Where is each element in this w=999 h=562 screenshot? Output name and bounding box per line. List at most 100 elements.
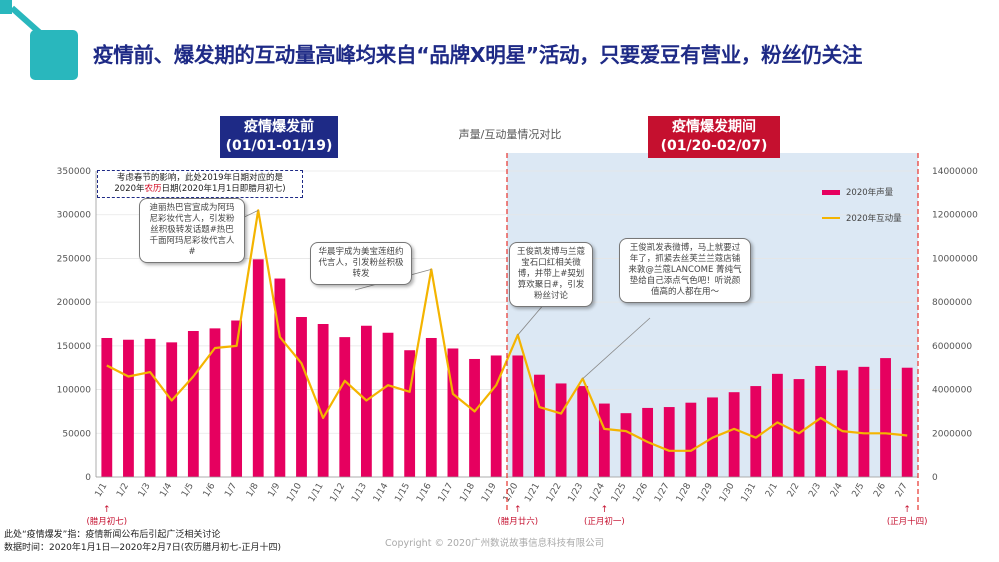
bar-volume-1-7 [231,320,243,477]
bar-volume-1-17 [447,348,459,477]
left-tick-label: 250000 [57,254,92,264]
footnote-definition: 此处“疫情爆发”指：疫情新闻公布后引起广泛相关讨论 [4,530,221,540]
lunar-note-line1: 考虑春节的影响，此处2019年日期对应的是 [116,173,284,183]
x-tick-label-1-21: 1/21 [523,482,542,505]
x-tick-label-1-24: 1/24 [588,481,607,504]
x-tick-label-1-9: 1/9 [267,481,283,499]
phase-before-title: 疫情爆发前 [244,119,314,135]
footnote-date-range: 数据时间：2020年1月1日—2020年2月7日(农历腊月初七-正月十四) [4,543,281,553]
left-tick-label: 150000 [57,342,92,352]
lunar-marker-arrow: ↑ [601,505,609,515]
legend-interaction-label: 2020年互动量 [846,214,902,224]
bar-volume-1-4 [166,342,178,477]
x-tick-label-1-29: 1/29 [696,481,715,504]
bar-volume-1-21 [534,374,545,477]
bar-volume-1-28 [685,402,697,477]
lunar-marker-arrow: ↑ [103,505,111,515]
x-tick-label-1-18: 1/18 [458,481,477,504]
right-tick-label: 0 [932,473,938,483]
bar-volume-1-2 [123,339,134,477]
bar-volume-1-20 [512,355,524,477]
callout-bubble-4: 王俊凯发表微博，马上就要过年了，抓紧去丝芙兰兰蔻店铺来敦@兰蔻LANCOME 菁… [619,238,751,303]
x-tick-label-2-7: 2/7 [894,482,910,500]
lunar-marker-label: (正月初一) [584,516,625,527]
x-tick-label-1-8: 1/8 [245,481,261,499]
x-tick-label-1-4: 1/4 [158,481,174,499]
legend-volume-label: 2020年声量 [846,188,894,198]
page-title: 疫情前、爆发期的互动量高峰均来自“品牌X明星”活动，只要爱豆有营业，粉丝仍关注 [93,43,863,67]
bar-volume-1-5 [187,330,199,477]
line-interaction [106,209,908,452]
x-tick-label-1-30: 1/30 [718,481,737,504]
bar-volume-2-6 [880,358,891,477]
bar-volume-1-8 [252,259,264,477]
left-tick-label: 50000 [62,429,91,439]
x-tick-label-2-2: 2/2 [786,482,802,500]
right-tick-label: 4000000 [932,386,972,396]
callout-bubble-2: 华晨宇成为美宝莲纽约代言人，引发粉丝积极转发 [310,242,412,285]
bar-volume-1-6 [209,328,221,477]
phase-after-range: (01/20-02/07) [660,138,768,154]
x-tick-label-1-16: 1/16 [415,481,434,504]
x-tick-label-2-5: 2/5 [851,482,867,500]
x-tick-label-1-25: 1/25 [610,482,629,505]
copyright: Copyright © 2020广州数说故事信息科技有限公司 [385,538,605,549]
bar-volume-2-2 [793,379,805,477]
x-tick-label-1-14: 1/14 [372,481,391,504]
bar-volume-1-9 [274,278,286,477]
right-tick-label: 6000000 [932,342,972,352]
lunar-marker-label: (正月十四) [887,516,928,527]
x-tick-label-1-2: 1/2 [115,482,131,500]
x-tick-label-2-1: 2/1 [764,482,780,500]
bar-volume-2-1 [771,373,783,477]
x-tick-label-1-12: 1/12 [329,482,348,505]
x-tick-label-1-31: 1/31 [740,482,759,505]
bar-volume-1-22 [555,383,567,477]
right-tick-label: 8000000 [932,298,972,308]
x-tick-label-1-27: 1/27 [653,482,672,505]
legend-volume: 2020年声量 [822,186,893,198]
x-tick-label-1-15: 1/15 [393,482,412,505]
left-tick-label: 350000 [57,167,92,177]
lunar-note-post: 日期(2020年1月1日即腊月初七) [161,184,286,194]
bar-volume-1-10 [296,317,307,477]
right-tick-label: 14000000 [932,167,978,177]
bar-volume-1-24 [598,403,610,477]
bar-volume-2-5 [858,366,870,477]
bar-volume-2-3 [815,365,827,477]
x-tick-label-1-17: 1/17 [437,482,456,505]
chart-title: 声量/互动量情况对比 [458,128,562,141]
bar-volume-1-30 [728,392,740,477]
bar-volume-1-12 [339,337,351,477]
callout-bubble-3: 王俊凯发博与兰蔻宝石口红相关微博，并带上#契划算欢聚日#，引发粉丝讨论 [509,242,593,307]
right-tick-label: 2000000 [932,429,972,439]
bar-volume-1-15 [404,350,416,477]
bar-volume-2-7 [901,367,913,477]
legend-volume-swatch [822,189,840,195]
bar-volume-2-4 [836,370,848,477]
x-tick-label-1-26: 1/26 [631,481,650,504]
x-tick-label-1-11: 1/11 [307,482,326,505]
legend-interaction-swatch [822,217,840,219]
callout-pointer [582,317,651,379]
x-tick-label-1-20: 1/20 [502,481,521,504]
bar-volume-1-19 [490,355,502,477]
x-tick-label-1-23: 1/23 [567,482,586,505]
bar-volume-1-3 [144,338,156,477]
bar-volume-1-27 [663,407,675,477]
x-tick-label-1-5: 1/5 [180,482,196,500]
x-tick-label-1-22: 1/22 [545,482,564,505]
x-tick-label-1-10: 1/10 [285,481,304,504]
x-tick-label-1-7: 1/7 [223,482,239,500]
x-tick-label-2-6: 2/6 [872,481,888,499]
left-tick-label: 200000 [57,298,92,308]
callout-pointer [517,302,546,336]
right-tick-label: 10000000 [932,254,978,264]
x-tick-label-2-3: 2/3 [807,482,823,500]
phase-after-title: 疫情爆发期间 [672,119,756,135]
bar-volume-1-14 [382,332,394,477]
lunar-note: 考虑春节的影响，此处2019年日期对应的是 2020年农历日期(2020年1月1… [97,170,303,198]
lunar-marker-arrow: ↑ [514,505,522,515]
x-tick-label-2-4: 2/4 [829,481,845,499]
